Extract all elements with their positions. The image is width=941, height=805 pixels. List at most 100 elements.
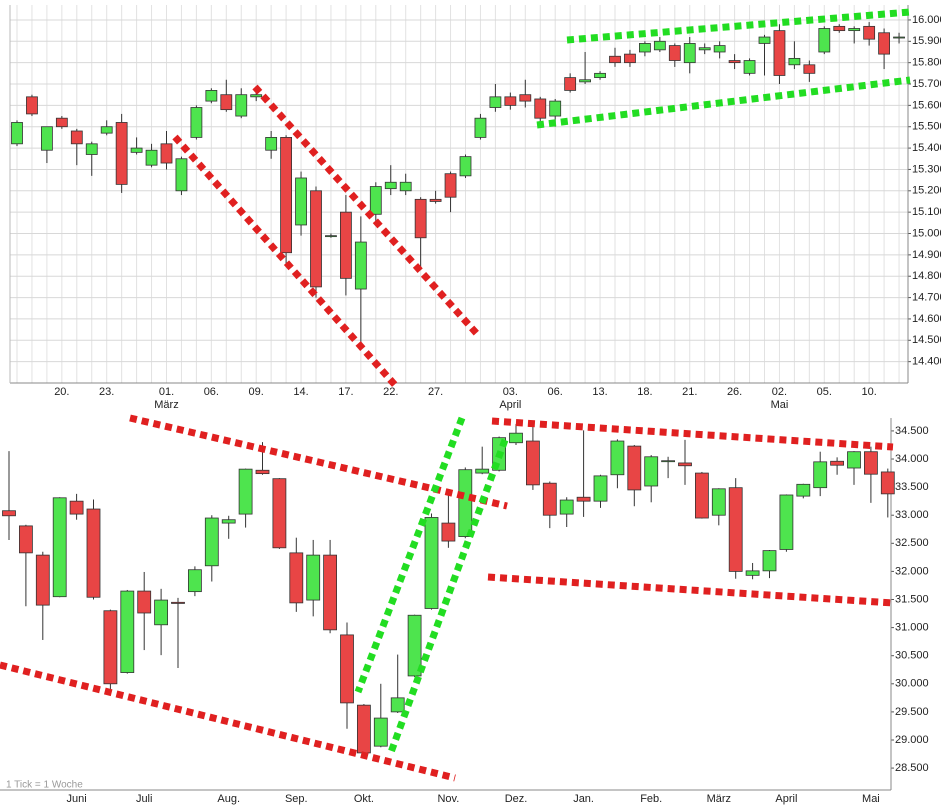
x-tick-label: Dez. xyxy=(505,793,528,805)
candle-body xyxy=(678,462,692,467)
x-tick-label: 14. xyxy=(293,386,308,398)
candle-body xyxy=(390,697,405,713)
y-tick-label: 15.100 xyxy=(912,206,941,218)
trend-lines xyxy=(0,8,911,782)
y-tick-label: 14.800 xyxy=(912,270,941,282)
candle-body xyxy=(175,158,188,192)
candle-body xyxy=(70,130,83,145)
candle-body xyxy=(695,472,709,519)
candle-body xyxy=(160,143,173,164)
candle-body xyxy=(145,149,158,166)
candle-body xyxy=(743,60,756,74)
candle-body xyxy=(788,57,801,66)
y-tick-label: 15.600 xyxy=(912,99,941,111)
candle-body xyxy=(272,478,287,549)
candle-body xyxy=(11,122,23,145)
trend-line xyxy=(0,661,456,782)
candle-body xyxy=(265,137,278,151)
candle-body xyxy=(340,634,354,704)
trend-line xyxy=(354,416,466,694)
x-tick-label: 09. xyxy=(249,386,264,398)
candle-body xyxy=(190,107,203,138)
labels-layer: 14.400 14.500 14.600 14.700 14.800 14.900 15.0… xyxy=(6,14,941,805)
candle-body xyxy=(758,36,771,44)
candle-body xyxy=(220,94,233,111)
candle-body xyxy=(85,143,98,155)
y-tick-label: 32.500 xyxy=(895,537,929,549)
candle-body xyxy=(893,36,905,39)
candle-body xyxy=(779,494,794,550)
candle-body xyxy=(250,94,263,98)
x-tick-label: 23. xyxy=(99,386,114,398)
candle-body xyxy=(373,717,388,747)
candle-body xyxy=(594,72,606,79)
note: 1 Tick = 1 Woche xyxy=(6,780,83,791)
x-tick-label: Okt. xyxy=(354,793,374,805)
candle-body xyxy=(354,241,367,290)
candle-body xyxy=(848,28,861,32)
candle-body xyxy=(609,55,621,64)
candle-body xyxy=(813,461,828,489)
x-tick-label: Jan. xyxy=(573,793,594,805)
candle-body xyxy=(424,517,439,609)
candle-body xyxy=(26,96,38,115)
x-tick-label: März xyxy=(707,793,731,805)
y-tick-label: 29.500 xyxy=(895,706,929,718)
x-tick-label: 17. xyxy=(338,386,353,398)
x-tick-label: 21. xyxy=(682,386,697,398)
candle-body xyxy=(627,445,642,491)
x-tick-label: 13. xyxy=(592,386,607,398)
candle-body xyxy=(325,235,337,238)
x-tick-label: Feb. xyxy=(640,793,662,805)
candle-body xyxy=(639,43,651,53)
y-tick-label: 34.000 xyxy=(895,453,929,465)
y-tick-label: 15.900 xyxy=(912,35,941,47)
candle-body xyxy=(559,499,574,515)
x-tick-label: Aug. xyxy=(217,793,240,805)
candle-body xyxy=(52,497,67,598)
candle-body xyxy=(509,432,523,444)
x-tick-label: Mai xyxy=(862,793,880,805)
y-tick-label: 33.000 xyxy=(895,509,929,521)
x-tick-label: 18. xyxy=(637,386,652,398)
candle-body xyxy=(542,482,557,516)
y-tick-label: 14.700 xyxy=(912,291,941,303)
candle-body xyxy=(593,475,608,502)
y-tick-label: 14.400 xyxy=(912,356,941,368)
candle-body xyxy=(221,519,236,524)
y-tick-label: 14.900 xyxy=(912,249,941,261)
candle-body xyxy=(444,173,457,198)
x-tick-label: 06. xyxy=(204,386,219,398)
grid-layer xyxy=(0,5,911,791)
candle-body xyxy=(356,704,371,754)
candle-body xyxy=(474,117,487,138)
x-tick-label: 10. xyxy=(862,386,877,398)
x-tick-label: 20. xyxy=(54,386,69,398)
candle-body xyxy=(668,45,681,61)
x-tick-label: Juni xyxy=(67,793,87,805)
y-tick-label: 14.500 xyxy=(912,334,941,346)
candle-body xyxy=(205,90,218,102)
candle-body xyxy=(526,440,540,486)
candle-body xyxy=(661,460,675,463)
candle-body xyxy=(847,451,861,469)
y-tick-label: 31.500 xyxy=(895,593,929,605)
candle-body xyxy=(2,510,16,517)
candle-body xyxy=(171,601,185,604)
y-tick-label: 15.400 xyxy=(912,142,941,154)
candle-body xyxy=(762,550,777,572)
x-tick-label: Sep. xyxy=(285,793,308,805)
candle-body xyxy=(18,525,33,554)
candle-body xyxy=(130,147,143,153)
candle-body xyxy=(504,96,517,106)
x-tick-label: Nov. xyxy=(437,793,459,805)
candle-body xyxy=(35,554,50,606)
candle-body xyxy=(339,211,352,279)
candle-body xyxy=(280,137,293,254)
y-tick-label: 15.200 xyxy=(912,185,941,197)
candle-body xyxy=(115,122,128,185)
candle-body xyxy=(41,126,53,151)
y-tick-label: 15.800 xyxy=(912,57,941,69)
candle-body xyxy=(137,590,152,614)
